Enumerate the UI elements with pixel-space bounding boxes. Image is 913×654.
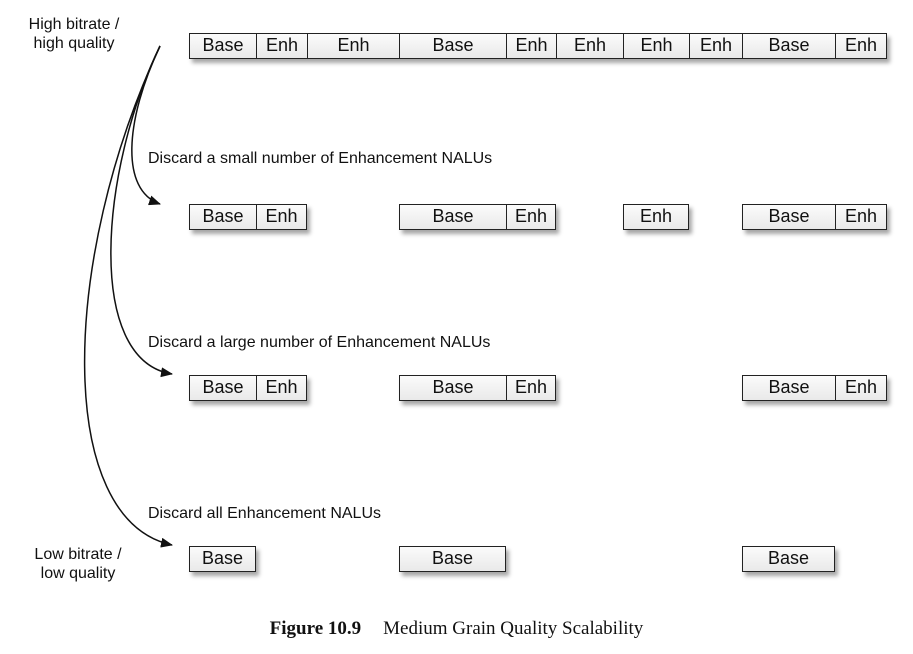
- enhancement-nalu: Enh: [556, 33, 623, 59]
- figure-number: Figure 10.9: [269, 618, 362, 639]
- base-nalu: Base: [399, 33, 506, 59]
- enhancement-nalu: Enh: [689, 33, 742, 59]
- base-nalu: Base: [189, 546, 256, 572]
- enhancement-nalu: Enh: [506, 375, 556, 401]
- base-nalu: Base: [189, 375, 256, 401]
- enhancement-nalu: Enh: [623, 33, 689, 59]
- low-quality-label-line2: low quality: [40, 565, 116, 582]
- row-label-small-discard: Discard a small number of Enhancement NA…: [148, 150, 493, 167]
- base-nalu: Base: [399, 204, 506, 230]
- enhancement-nalu: Enh: [835, 204, 887, 230]
- enhancement-nalu: Enh: [307, 33, 399, 59]
- enhancement-nalu: Enh: [256, 375, 307, 401]
- row-label-all-discard: Discard all Enhancement NALUs: [148, 505, 381, 522]
- base-nalu: Base: [399, 546, 506, 572]
- base-nalu: Base: [399, 375, 506, 401]
- high-quality-label-line1: High bitrate /: [28, 16, 120, 33]
- low-quality-label-line1: Low bitrate /: [34, 546, 122, 563]
- row-label-large-discard: Discard a large number of Enhancement NA…: [148, 334, 491, 351]
- high-quality-label-line2: high quality: [33, 35, 115, 52]
- enhancement-nalu: Enh: [835, 33, 887, 59]
- base-nalu: Base: [742, 204, 835, 230]
- base-nalu: Base: [742, 375, 835, 401]
- base-nalu: Base: [742, 33, 835, 59]
- base-nalu: Base: [189, 33, 256, 59]
- enhancement-nalu: Enh: [506, 33, 556, 59]
- figure-caption: Figure 10.9 Medium Grain Quality Scalabil…: [0, 618, 913, 640]
- enhancement-nalu: Enh: [835, 375, 887, 401]
- high-quality-label: High bitrate / high quality: [14, 15, 134, 53]
- enhancement-nalu: Enh: [256, 204, 307, 230]
- arrow-to-small-discard: [131, 45, 161, 206]
- base-nalu: Base: [742, 546, 835, 572]
- arrow-to-large-discard: [110, 45, 173, 378]
- enhancement-nalu: Enh: [506, 204, 556, 230]
- arrow-to-all-discard: [83, 45, 173, 548]
- enhancement-nalu: Enh: [623, 204, 689, 230]
- base-nalu: Base: [189, 204, 256, 230]
- enhancement-nalu: Enh: [256, 33, 307, 59]
- low-quality-label: Low bitrate / low quality: [18, 545, 138, 583]
- figure-title: Medium Grain Quality Scalability: [383, 618, 644, 639]
